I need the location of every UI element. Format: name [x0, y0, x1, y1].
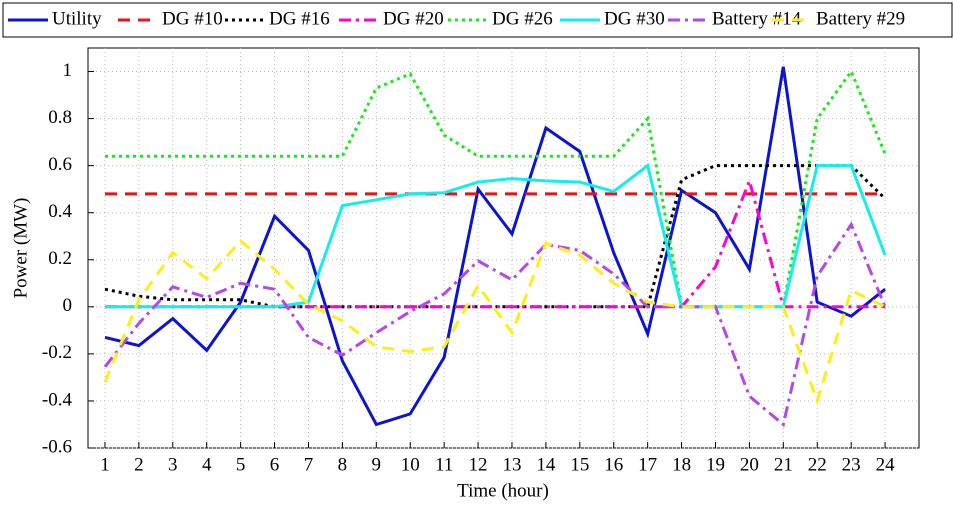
x-tick-label: 1 — [100, 454, 110, 475]
x-tick-label: 18 — [672, 454, 691, 475]
series-line — [104, 66, 887, 427]
x-tick-label: 17 — [638, 454, 657, 475]
x-tick-label: 19 — [706, 454, 725, 475]
legend-label: DG #26 — [492, 8, 553, 29]
y-tick-label: 0.8 — [48, 107, 72, 128]
legend-label: DG #20 — [383, 8, 444, 29]
x-tick-label: 2 — [134, 454, 144, 475]
x-tick-label: 13 — [502, 454, 521, 475]
x-tick-label: 6 — [270, 454, 280, 475]
x-tick-label: 7 — [304, 454, 314, 475]
plot-frame — [87, 47, 920, 449]
x-tick-label: 11 — [435, 454, 453, 475]
y-axis-label: Power (MW) — [10, 198, 31, 299]
x-tick-label: 3 — [168, 454, 178, 475]
series-line — [103, 238, 886, 406]
legend-label: DG #16 — [269, 8, 330, 29]
x-tick-label: 9 — [372, 454, 382, 475]
y-tick-label: -0.4 — [42, 389, 73, 410]
y-tick-label: 0.2 — [48, 248, 72, 269]
x-tick-label: 16 — [604, 454, 623, 475]
x-axis-label: Time (hour) — [457, 480, 549, 501]
y-tick-label: 0.4 — [48, 201, 72, 222]
x-tick-label: 15 — [570, 454, 589, 475]
y-tick-label: -0.6 — [42, 436, 72, 457]
series-line — [105, 163, 887, 309]
x-tick-label: 24 — [876, 454, 896, 475]
x-tick-label: 21 — [774, 454, 793, 475]
x-tick-label: 23 — [842, 454, 861, 475]
x-tick-label: 5 — [236, 454, 246, 475]
series-line — [103, 221, 887, 428]
legend-label: Utility — [52, 8, 102, 29]
x-tick-label: 20 — [740, 454, 759, 475]
y-tick-label: -0.2 — [42, 342, 72, 363]
x-tick-label: 22 — [808, 454, 827, 475]
y-tick-label: 0.6 — [48, 154, 72, 175]
x-tick-label: 14 — [536, 454, 556, 475]
legend-label: Battery #14 — [712, 8, 802, 29]
legend-label: Battery #29 — [816, 8, 905, 29]
x-tick-label: 8 — [338, 454, 348, 475]
legend-label: DG #30 — [604, 8, 665, 29]
legend-label: DG #10 — [162, 8, 223, 29]
y-tick-label: 1 — [63, 60, 73, 81]
x-tick-label: 10 — [401, 454, 420, 475]
y-tick-label: 0 — [63, 295, 73, 316]
x-tick-label: 4 — [202, 454, 212, 475]
x-tick-label: 12 — [469, 454, 488, 475]
